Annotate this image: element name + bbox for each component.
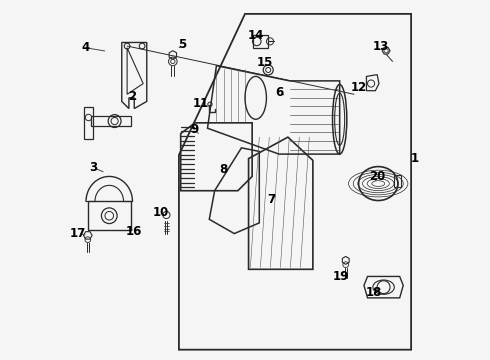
Text: 14: 14 [247, 29, 264, 42]
Text: 3: 3 [89, 161, 97, 174]
Text: 2: 2 [128, 90, 137, 103]
Text: 4: 4 [82, 41, 90, 54]
Text: 11: 11 [192, 97, 208, 110]
Text: 6: 6 [275, 86, 283, 99]
Text: 15: 15 [256, 55, 273, 69]
Text: 1: 1 [411, 152, 419, 165]
Text: 10: 10 [153, 206, 169, 219]
Text: 20: 20 [369, 170, 385, 183]
Text: 8: 8 [220, 163, 228, 176]
Text: 12: 12 [351, 81, 368, 94]
Text: 19: 19 [333, 270, 349, 283]
Text: 13: 13 [372, 40, 389, 53]
Text: 16: 16 [126, 225, 143, 238]
Text: 18: 18 [366, 286, 383, 299]
Text: 17: 17 [70, 227, 86, 240]
Text: 7: 7 [268, 193, 276, 206]
Text: 9: 9 [191, 123, 199, 136]
Text: 5: 5 [178, 38, 187, 51]
